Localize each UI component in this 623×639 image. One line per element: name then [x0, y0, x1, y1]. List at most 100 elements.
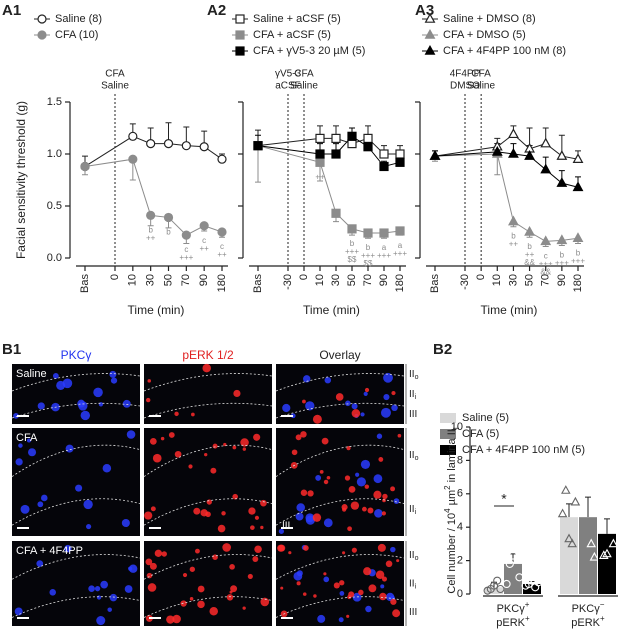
cell	[36, 560, 44, 567]
data-point	[570, 496, 581, 506]
data-point	[199, 221, 209, 231]
cell	[391, 404, 398, 412]
y-axis-label: Cell number / 104 µm2 in lamina IIi	[443, 427, 461, 593]
cell	[350, 501, 360, 510]
x-label-part: +	[525, 600, 530, 609]
y-tick-label: 1.0	[47, 148, 62, 160]
stat-label: +++	[571, 256, 585, 265]
x-tick-label: 0	[109, 274, 121, 280]
cell	[78, 401, 88, 411]
legend-swatch	[440, 445, 456, 455]
legend-swatch	[440, 429, 456, 439]
cell	[230, 585, 238, 593]
x-label-part: PKCγ	[572, 603, 601, 615]
stat-label: ++	[146, 233, 156, 242]
cell	[229, 590, 233, 594]
y-label-part: 4	[443, 508, 452, 513]
layer-label: IIi	[409, 389, 417, 402]
cell	[154, 549, 163, 557]
cell	[26, 438, 32, 443]
layer-sub: i	[415, 509, 417, 516]
cell	[358, 589, 364, 596]
data-point	[315, 157, 325, 167]
cell	[182, 572, 188, 578]
cell	[390, 598, 397, 605]
x-tick-label: 0	[475, 274, 487, 280]
data-point	[524, 150, 535, 160]
x-tick-label: 180	[572, 274, 584, 292]
lamina-boundary	[275, 444, 405, 477]
cell	[110, 377, 118, 384]
y-tick-label: 2	[457, 555, 463, 567]
cell	[75, 484, 83, 492]
y-label-part: Cell number / 10	[446, 513, 458, 594]
x-tick-label: 10	[491, 274, 503, 286]
event-label: aCSF	[275, 81, 301, 92]
cell	[368, 584, 377, 593]
cell	[382, 498, 386, 503]
cell	[393, 498, 400, 504]
x-axis-label: Time (min)	[303, 303, 360, 317]
data-point	[595, 481, 606, 491]
cell	[254, 515, 260, 520]
cell	[252, 556, 259, 562]
cell	[385, 560, 393, 568]
data-point	[331, 208, 341, 218]
cell	[195, 548, 200, 554]
cell	[242, 447, 247, 451]
cell	[174, 450, 182, 458]
cell	[345, 400, 351, 407]
cell	[212, 443, 218, 449]
stat-label: $$	[348, 255, 357, 264]
cell	[240, 438, 249, 447]
x-tick-label: 70	[362, 274, 374, 286]
legend-label: CFA + DMSO (5)	[443, 29, 526, 41]
data-point	[586, 538, 596, 548]
cell	[278, 528, 285, 534]
layer-sub: i	[415, 584, 417, 591]
cell	[88, 585, 95, 593]
x-axis-label: Time (min)	[128, 303, 185, 317]
bar	[560, 517, 578, 594]
stat-label: b	[511, 232, 516, 241]
y-axis-label: Facial sensitivity threshold (g)	[14, 101, 28, 259]
stat-label: ++	[509, 240, 519, 249]
legend-label: Saline + aCSF (5)	[253, 13, 341, 25]
data-point	[572, 153, 584, 163]
data-point	[379, 149, 389, 159]
data-point	[80, 161, 90, 172]
cell	[126, 430, 136, 439]
cell	[303, 375, 311, 383]
lamina-boundary	[275, 554, 405, 580]
data-point	[557, 508, 568, 518]
x-label-part: +	[525, 614, 530, 623]
data-point	[605, 501, 615, 511]
stat-label: a	[382, 243, 387, 252]
cell	[161, 551, 167, 557]
legend-marker	[235, 30, 245, 40]
x-tick-label: 90	[198, 274, 210, 286]
cell	[339, 591, 345, 596]
cell	[376, 433, 383, 439]
cell	[168, 432, 175, 438]
legend-label: CFA + aCSF (5)	[253, 29, 331, 41]
x-axis-label: Time (min)	[481, 303, 538, 317]
stat-label: +++	[555, 258, 569, 267]
stat-label: ++	[525, 250, 535, 259]
cell	[222, 543, 231, 552]
y-tick-label: 0	[457, 588, 463, 600]
x-label-part: −	[600, 600, 605, 609]
cell	[15, 458, 23, 466]
cell	[323, 576, 330, 583]
x-label-part: PKCγ	[497, 603, 526, 615]
cell	[396, 559, 400, 563]
cell	[383, 394, 390, 401]
data-point	[508, 551, 518, 560]
cell	[122, 399, 131, 408]
cell	[360, 459, 371, 470]
cell	[364, 387, 370, 393]
data-point	[128, 131, 138, 141]
cell	[204, 453, 208, 457]
cell	[260, 499, 267, 507]
data-point	[128, 154, 138, 164]
